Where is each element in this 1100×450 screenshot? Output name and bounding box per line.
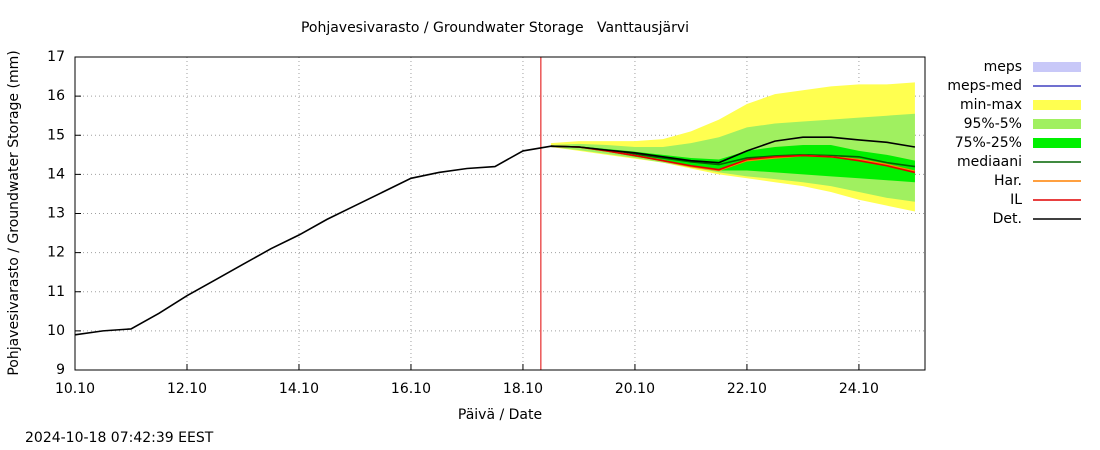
y-tick-label: 9	[56, 362, 65, 378]
legend-label: mediaani	[957, 154, 1022, 170]
legend-label: 75%-25%	[955, 135, 1022, 151]
legend-label: Har.	[994, 173, 1022, 189]
x-tick-label: 14.10	[279, 381, 319, 397]
y-tick-label: 16	[47, 88, 65, 104]
x-tick-label: 24.10	[839, 381, 879, 397]
legend-swatch	[1033, 138, 1081, 148]
y-tick-label: 10	[47, 323, 65, 339]
x-tick-label: 20.10	[615, 381, 655, 397]
plot-frame	[74, 56, 926, 371]
legend-label: min-max	[960, 97, 1022, 113]
y-axis-label: Pohjavesivarasto / Groundwater Storage (…	[6, 50, 22, 375]
footnote: 2024-10-18 07:42:39 EEST	[25, 430, 214, 446]
x-tick-label: 12.10	[167, 381, 207, 397]
y-tick-label: 17	[47, 49, 65, 65]
y-tick-label: 15	[47, 127, 65, 143]
series-line	[550, 145, 916, 174]
legend-label: meps-med	[947, 78, 1022, 94]
series-line	[74, 136, 916, 336]
legend-label: meps	[984, 59, 1022, 75]
legend-swatch	[1033, 100, 1081, 110]
y-tick-label: 14	[47, 166, 65, 182]
x-tick-label: 16.10	[391, 381, 431, 397]
x-axis-label: Päivä / Date	[458, 407, 542, 423]
y-tick-label: 12	[47, 245, 65, 261]
legend-label: IL	[1010, 192, 1022, 208]
y-tick-label: 13	[47, 206, 65, 222]
x-tick-label: 18.10	[503, 381, 543, 397]
legend-label: Det.	[993, 211, 1022, 227]
legend-swatch	[1033, 119, 1081, 129]
x-tick-label: 22.10	[727, 381, 767, 397]
chart-title: Pohjavesivarasto / Groundwater Storage V…	[301, 20, 689, 36]
legend-swatch	[1033, 62, 1081, 72]
x-tick-label: 10.10	[55, 381, 95, 397]
y-tick-label: 11	[47, 284, 65, 300]
legend-label: 95%-5%	[964, 116, 1022, 132]
